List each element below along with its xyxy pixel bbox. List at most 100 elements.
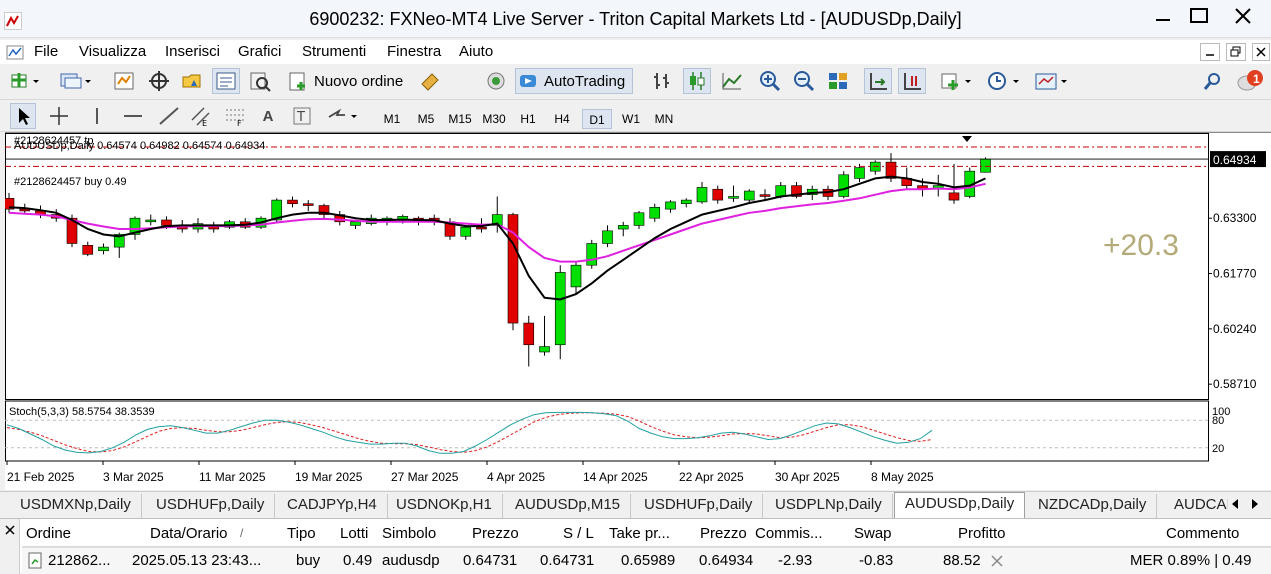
order-commission: -2.93 — [778, 552, 813, 569]
templates-button[interactable] — [1032, 68, 1072, 94]
order-line-label: #2128624457 buy 0.49 — [14, 176, 127, 188]
menu-view[interactable]: Visualizza — [79, 43, 147, 60]
child-minimize-button[interactable] — [1200, 43, 1220, 61]
candle-body — [854, 167, 865, 179]
candle-body — [570, 264, 582, 288]
col-profit[interactable]: Profitto — [958, 525, 1006, 542]
arrows-menu-button[interactable] — [324, 103, 362, 129]
zoom-out-icon[interactable] — [790, 68, 818, 94]
timeframe-h1[interactable]: H1 — [520, 112, 536, 126]
tab-usdmxnp-daily[interactable]: USDMXNp,Daily — [10, 494, 142, 518]
bar-chart-icon[interactable] — [648, 68, 676, 94]
chart-window[interactable]: AUDUSDp,Daily 0.64574 0.64982 0.64574 0.… — [3, 132, 1271, 491]
menu-file[interactable]: File — [34, 43, 59, 60]
timeframe-h4[interactable]: H4 — [554, 112, 570, 126]
menu-charts[interactable]: Grafici — [238, 43, 282, 60]
tab-usdnokp-h1[interactable]: USDNOKp,H1 — [386, 494, 503, 518]
terminal-icon[interactable] — [212, 68, 240, 94]
timeframe-m5[interactable]: M5 — [417, 112, 435, 126]
timeframe-d1[interactable]: D1 — [582, 109, 612, 129]
indicators-button[interactable] — [938, 68, 976, 94]
child-restore-button[interactable] — [1226, 43, 1246, 61]
horizontal-line-icon[interactable] — [120, 103, 146, 129]
col-current-price[interactable]: Prezzo — [700, 525, 747, 542]
app-menu-icon[interactable] — [6, 44, 26, 65]
menu-help[interactable]: Aiuto — [459, 43, 494, 60]
tab-scroll-left-icon[interactable] — [1228, 496, 1242, 515]
col-symbol[interactable]: Simbolo — [382, 525, 437, 542]
menu-insert[interactable]: Inserisci — [165, 43, 221, 60]
profiles-button[interactable] — [56, 68, 96, 94]
text-tool-icon[interactable]: A — [262, 107, 274, 125]
close-order-icon[interactable] — [990, 554, 1004, 571]
navigator-icon[interactable] — [178, 68, 206, 94]
minimize-button[interactable] — [1148, 4, 1178, 28]
notifications-icon[interactable]: 1 — [1234, 68, 1268, 94]
text-label-icon[interactable]: T — [290, 103, 314, 129]
candle-body — [350, 221, 361, 226]
crosshair-icon[interactable] — [46, 103, 72, 129]
col-type[interactable]: Tipo — [287, 525, 316, 542]
timeframe-w1[interactable]: W1 — [622, 112, 640, 126]
tab-cadjpyp-h4[interactable]: CADJPYp,H4 — [277, 494, 388, 518]
col-lots[interactable]: Lotti — [340, 525, 369, 542]
stoch-label: Stoch(5,3,3) 58.5754 38.3539 — [9, 406, 155, 418]
tab-audusdp-m15[interactable]: AUDUSDp,M15 — [505, 494, 632, 518]
timeframe-mn[interactable]: MN — [654, 112, 674, 126]
date-axis-label: 11 Mar 2025 — [199, 470, 266, 484]
col-stop-loss[interactable]: S / L — [563, 525, 594, 542]
trendline-icon[interactable] — [156, 103, 182, 129]
tab-scroll-right-icon[interactable] — [1248, 496, 1262, 515]
table-row[interactable]: 212862... 2025.05.13 23:43... buy 0.49 a… — [22, 547, 1271, 574]
vertical-line-icon[interactable] — [86, 103, 108, 129]
timeframe-m1[interactable]: M1 — [383, 112, 401, 126]
periods-button[interactable] — [984, 68, 1024, 94]
market-watch-icon[interactable] — [110, 68, 138, 94]
menu-window[interactable]: Finestra — [387, 43, 442, 60]
col-open-price[interactable]: Prezzo — [472, 525, 519, 542]
col-order[interactable]: Ordine — [26, 525, 72, 542]
col-swap[interactable]: Swap — [854, 525, 892, 542]
chart-shift-icon[interactable] — [898, 68, 926, 94]
strategy-tester-icon[interactable] — [246, 68, 274, 94]
zoom-in-icon[interactable] — [756, 68, 784, 94]
order-icon — [26, 552, 44, 573]
tab-usdplnp-daily[interactable]: USDPLNp,Daily — [765, 494, 893, 518]
metaeditor-icon[interactable] — [416, 68, 444, 94]
close-button[interactable] — [1228, 4, 1258, 28]
col-take-profit[interactable]: Take pr... — [609, 525, 670, 542]
autotrading-button[interactable]: AutoTrading — [515, 68, 633, 94]
candle-body — [649, 207, 661, 219]
new-chart-button[interactable] — [8, 68, 44, 94]
equidistant-channel-icon[interactable]: E — [188, 103, 214, 129]
candle-body — [712, 188, 724, 201]
tab-nzdcadp-daily[interactable]: NZDCADp,Daily — [1028, 494, 1158, 518]
new-order-button[interactable]: Nuovo ordine — [286, 68, 410, 94]
price-chart[interactable]: AUDUSDp,Daily 0.64574 0.64982 0.64574 0.… — [3, 133, 1271, 491]
candle-body — [759, 194, 771, 197]
crosshair-nav-icon[interactable] — [145, 68, 173, 94]
menu-tools[interactable]: Strumenti — [302, 43, 367, 60]
search-icon[interactable] — [1200, 68, 1226, 94]
col-commission[interactable]: Commis... — [755, 525, 823, 542]
tab-audcad-truncated[interactable]: AUDCAI — [1174, 496, 1228, 513]
fibonacci-icon[interactable]: F — [222, 103, 248, 129]
cursor-icon[interactable] — [10, 103, 36, 129]
stoch-main-line — [6, 411, 933, 454]
close-terminal-icon[interactable] — [4, 523, 16, 539]
col-comment[interactable]: Commento — [1166, 525, 1240, 542]
tab-usdhufp-daily-2[interactable]: USDHUFp,Daily — [634, 494, 764, 518]
maximize-button[interactable] — [1184, 4, 1214, 28]
tile-windows-icon[interactable] — [824, 68, 852, 94]
signals-icon[interactable] — [482, 68, 510, 94]
child-close-button[interactable] — [1252, 43, 1270, 61]
col-datetime[interactable]: Data/Orario — [150, 525, 228, 542]
timeframe-m15[interactable]: M15 — [448, 112, 472, 126]
tab-audusdp-daily[interactable]: AUDUSDp,Daily — [894, 492, 1026, 518]
candlestick-icon[interactable] — [683, 68, 711, 94]
timeframe-m30[interactable]: M30 — [482, 112, 506, 126]
tab-usdhufp-daily[interactable]: USDHUFp,Daily — [146, 494, 276, 518]
auto-scroll-icon[interactable] — [864, 68, 892, 94]
date-axis-label: 4 Apr 2025 — [487, 470, 545, 484]
line-chart-icon[interactable] — [718, 68, 746, 94]
